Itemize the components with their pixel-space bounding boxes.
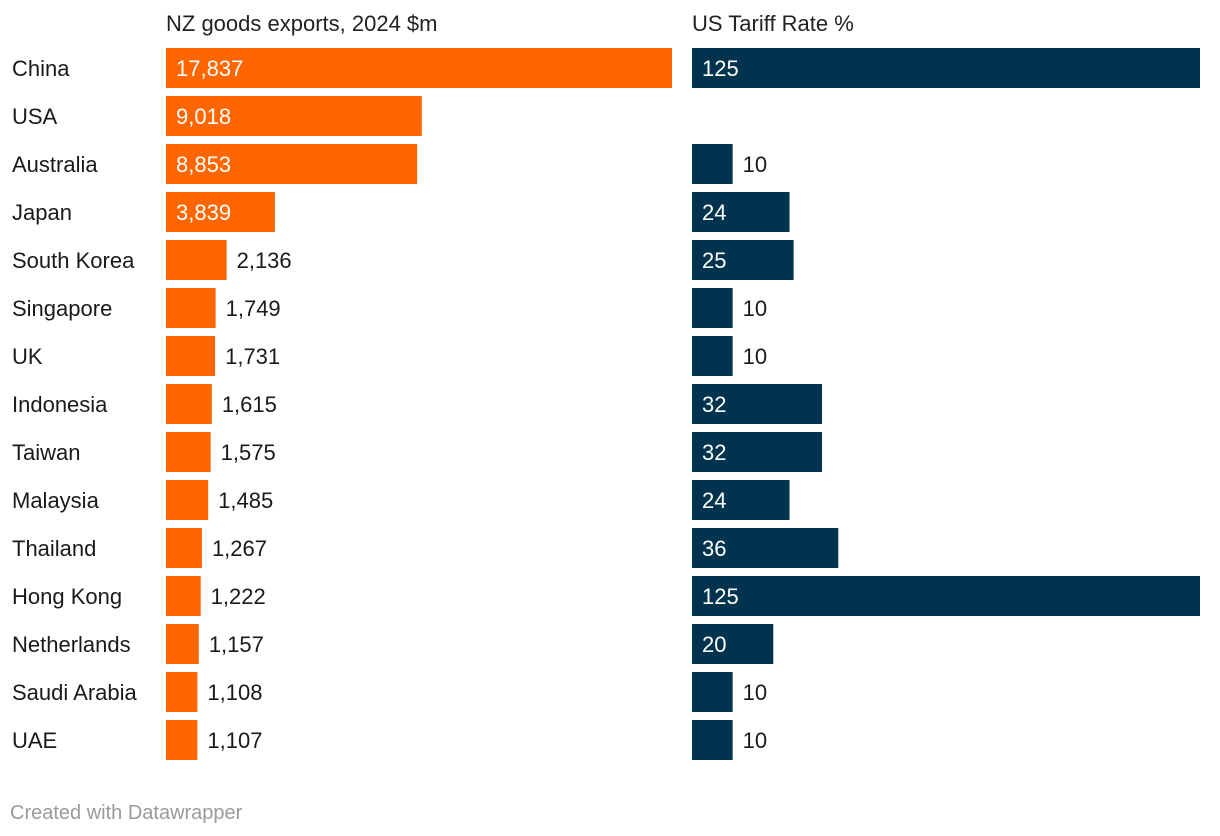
chart-rows: China 17,837 125 USA 9,018 Australia 8,853 10 Ja… (12, 48, 1200, 760)
tariff-bar-singapore (692, 288, 733, 328)
exports-bar-uk (166, 336, 216, 376)
exports-bar-malaysia (166, 480, 209, 520)
exports-bar-netherlands (166, 624, 199, 664)
exports-bar-taiwan (166, 432, 211, 472)
country-label-uk: UK (12, 344, 43, 369)
country-label-australia: Australia (12, 152, 98, 177)
tariff-value-label-uae: 10 (743, 728, 767, 753)
exports-bar-thailand (166, 528, 202, 568)
country-label-usa: USA (12, 104, 58, 129)
tariff-panel-title: US Tariff Rate % (692, 11, 854, 36)
exports-bar-australia (166, 144, 418, 184)
exports-bar-usa (166, 96, 422, 136)
tariff-bar-uk (692, 336, 733, 376)
exports-value-label-japan: 3,839 (176, 200, 231, 225)
exports-value-label-singapore: 1,749 (226, 296, 281, 321)
exports-value-label-hong-kong: 1,222 (211, 584, 266, 609)
exports-bar-china (166, 48, 672, 88)
tariff-value-label-australia: 10 (743, 152, 767, 177)
exports-panel-title: NZ goods exports, 2024 $m (166, 11, 437, 36)
exports-value-label-china: 17,837 (176, 56, 243, 81)
exports-bar-south-korea (166, 240, 227, 280)
tariff-value-label-saudi-arabia: 10 (743, 680, 767, 705)
exports-value-label-usa: 9,018 (176, 104, 231, 129)
tariff-value-label-singapore: 10 (743, 296, 767, 321)
exports-value-label-uk: 1,731 (225, 344, 280, 369)
tariff-bar-thailand (692, 528, 839, 568)
tariff-bar-japan (692, 192, 790, 232)
exports-value-label-uae: 1,107 (207, 728, 262, 753)
exports-value-label-indonesia: 1,615 (222, 392, 277, 417)
exports-bar-indonesia (166, 384, 212, 424)
datawrapper-credit: Created with Datawrapper (10, 802, 243, 824)
tariff-bar-malaysia (692, 480, 790, 520)
exports-value-label-netherlands: 1,157 (209, 632, 264, 657)
tariff-value-label-netherlands: 20 (702, 632, 726, 657)
tariff-value-label-china: 125 (702, 56, 739, 81)
exports-value-label-malaysia: 1,485 (218, 488, 273, 513)
country-label-malaysia: Malaysia (12, 488, 100, 513)
tariff-bar-hong-kong (692, 576, 1200, 616)
exports-value-label-taiwan: 1,575 (221, 440, 276, 465)
tariff-value-label-uk: 10 (743, 344, 767, 369)
exports-bar-uae (166, 720, 198, 760)
country-label-japan: Japan (12, 200, 72, 225)
tariff-bar-australia (692, 144, 733, 184)
tariff-bar-uae (692, 720, 733, 760)
tariff-value-label-hong-kong: 125 (702, 584, 739, 609)
country-label-china: China (12, 56, 70, 81)
tariff-value-label-japan: 24 (702, 200, 726, 225)
country-label-netherlands: Netherlands (12, 632, 131, 657)
tariff-value-label-thailand: 36 (702, 536, 726, 561)
exports-value-label-australia: 8,853 (176, 152, 231, 177)
tariff-value-label-south-korea: 25 (702, 248, 726, 273)
tariff-bar-indonesia (692, 384, 823, 424)
exports-bar-hong-kong (166, 576, 201, 616)
tariff-bar-china (692, 48, 1200, 88)
tariff-value-label-indonesia: 32 (702, 392, 726, 417)
exports-bar-singapore (166, 288, 216, 328)
country-label-uae: UAE (12, 728, 57, 753)
country-label-taiwan: Taiwan (12, 440, 80, 465)
country-label-thailand: Thailand (12, 536, 96, 561)
tariff-bar-taiwan (692, 432, 823, 472)
tariff-value-label-malaysia: 24 (702, 488, 726, 513)
country-label-saudi-arabia: Saudi Arabia (12, 680, 138, 705)
country-label-south-korea: South Korea (12, 248, 135, 273)
tariff-bar-south-korea (692, 240, 794, 280)
exports-value-label-south-korea: 2,136 (237, 248, 292, 273)
country-label-indonesia: Indonesia (12, 392, 108, 417)
exports-bar-japan (166, 192, 275, 232)
country-label-singapore: Singapore (12, 296, 112, 321)
tariff-bar-netherlands (692, 624, 774, 664)
exports-bar-saudi-arabia (166, 672, 198, 712)
exports-value-label-thailand: 1,267 (212, 536, 267, 561)
country-label-hong-kong: Hong Kong (12, 584, 122, 609)
exports-value-label-saudi-arabia: 1,108 (207, 680, 262, 705)
tariff-value-label-taiwan: 32 (702, 440, 726, 465)
tariff-bar-saudi-arabia (692, 672, 733, 712)
